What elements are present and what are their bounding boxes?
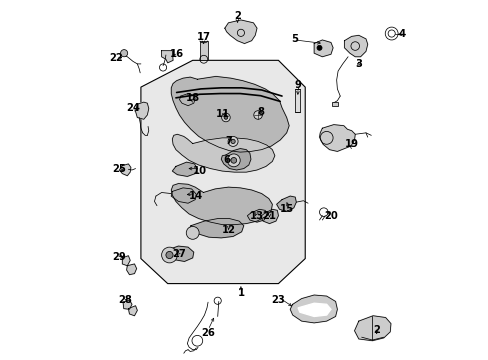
- Circle shape: [227, 136, 238, 147]
- Text: 23: 23: [271, 295, 285, 305]
- Polygon shape: [276, 196, 296, 211]
- Text: 19: 19: [344, 139, 358, 149]
- Text: 4: 4: [397, 29, 405, 39]
- Circle shape: [316, 45, 322, 50]
- Circle shape: [162, 247, 177, 263]
- Polygon shape: [172, 162, 197, 176]
- Text: 2: 2: [372, 325, 379, 335]
- Polygon shape: [221, 149, 250, 170]
- FancyBboxPatch shape: [200, 41, 207, 60]
- Polygon shape: [171, 76, 288, 152]
- Text: 1: 1: [237, 288, 244, 297]
- Text: 10: 10: [192, 166, 206, 176]
- Polygon shape: [313, 40, 332, 57]
- Polygon shape: [298, 303, 330, 316]
- Polygon shape: [126, 264, 136, 275]
- FancyBboxPatch shape: [295, 89, 300, 112]
- Text: 27: 27: [172, 249, 186, 259]
- Text: 21: 21: [262, 211, 276, 221]
- Circle shape: [230, 157, 236, 163]
- Text: 29: 29: [112, 252, 125, 262]
- Polygon shape: [141, 60, 305, 284]
- Text: 16: 16: [169, 49, 183, 59]
- Polygon shape: [354, 316, 390, 341]
- Polygon shape: [290, 295, 337, 323]
- Text: 5: 5: [290, 34, 297, 44]
- Text: 20: 20: [324, 211, 337, 221]
- Polygon shape: [260, 209, 278, 224]
- Text: 25: 25: [112, 163, 125, 174]
- Polygon shape: [172, 134, 274, 172]
- Text: 12: 12: [221, 225, 235, 235]
- Circle shape: [224, 116, 227, 119]
- Text: 28: 28: [118, 295, 131, 305]
- Polygon shape: [224, 20, 257, 44]
- Text: 15: 15: [280, 203, 294, 213]
- Polygon shape: [319, 125, 354, 152]
- Text: 7: 7: [224, 136, 231, 146]
- Text: 3: 3: [355, 59, 362, 69]
- Text: 14: 14: [189, 191, 203, 201]
- Text: 13: 13: [249, 211, 264, 221]
- Circle shape: [227, 154, 240, 167]
- Polygon shape: [162, 51, 173, 63]
- Text: 18: 18: [185, 93, 200, 103]
- Polygon shape: [163, 246, 193, 261]
- Text: 9: 9: [294, 80, 301, 90]
- Polygon shape: [135, 102, 148, 119]
- Polygon shape: [189, 219, 244, 238]
- Text: 17: 17: [196, 32, 210, 42]
- Text: 26: 26: [201, 328, 215, 338]
- Polygon shape: [247, 209, 266, 222]
- Circle shape: [253, 111, 262, 119]
- Text: 22: 22: [109, 53, 123, 63]
- Polygon shape: [119, 164, 131, 176]
- Text: 24: 24: [126, 103, 140, 113]
- Polygon shape: [179, 94, 195, 106]
- Text: 8: 8: [257, 107, 264, 117]
- Polygon shape: [128, 306, 137, 316]
- Text: 2: 2: [233, 12, 240, 21]
- Polygon shape: [171, 188, 196, 203]
- Circle shape: [186, 226, 199, 239]
- Text: 6: 6: [223, 156, 230, 165]
- Circle shape: [230, 139, 235, 144]
- Polygon shape: [123, 300, 132, 309]
- Circle shape: [221, 113, 230, 122]
- FancyBboxPatch shape: [331, 102, 337, 107]
- Polygon shape: [122, 256, 130, 266]
- Circle shape: [121, 50, 127, 57]
- Polygon shape: [344, 35, 367, 57]
- Polygon shape: [171, 184, 272, 225]
- Text: 11: 11: [216, 109, 230, 119]
- Circle shape: [165, 251, 173, 258]
